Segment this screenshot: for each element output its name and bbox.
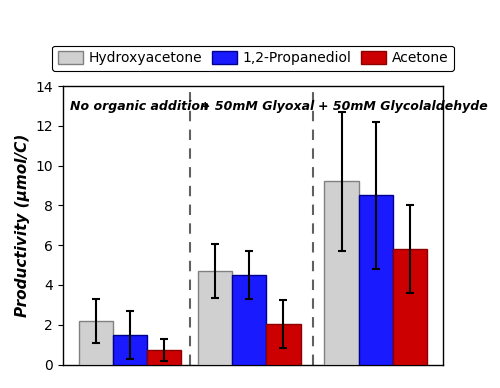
Bar bbox=[232, 275, 266, 364]
Text: + 50mM Glycolaldehyde: + 50mM Glycolaldehyde bbox=[318, 100, 488, 113]
Text: No organic addition: No organic addition bbox=[70, 100, 209, 113]
Bar bbox=[266, 324, 300, 364]
Bar bbox=[198, 271, 232, 364]
Y-axis label: Productivity (μmol/C): Productivity (μmol/C) bbox=[15, 133, 30, 317]
Bar bbox=[147, 350, 182, 364]
Text: + 50mM Glyoxal: + 50mM Glyoxal bbox=[200, 100, 314, 113]
Bar bbox=[393, 249, 428, 364]
Bar bbox=[358, 196, 393, 364]
Legend: Hydroxyacetone, 1,2-Propanediol, Acetone: Hydroxyacetone, 1,2-Propanediol, Acetone bbox=[52, 46, 454, 71]
Bar bbox=[113, 335, 147, 364]
Bar bbox=[324, 182, 358, 364]
Bar bbox=[78, 321, 113, 364]
